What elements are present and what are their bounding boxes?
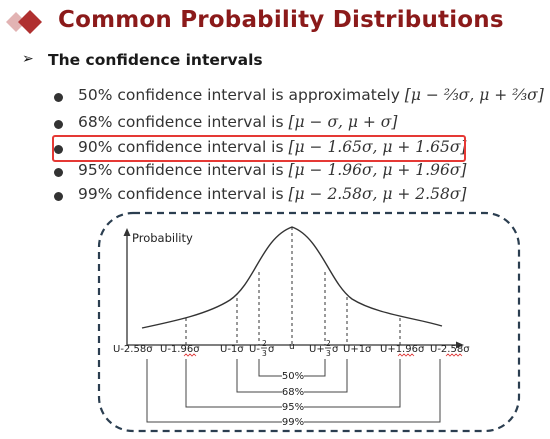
subheading-text: The confidence intervals [48,51,263,69]
bullet-text: 95% confidence interval is [78,161,289,179]
tick-label: u [289,342,295,352]
bullet-math: [μ − 1.96σ, μ + 1.96σ] [288,161,467,179]
tick-label: U- [249,344,260,355]
highlight-box [52,135,466,162]
bullet-text: 68% confidence interval is [78,113,289,131]
tick-label: U+ [309,344,325,355]
tick-label: U-1σ [220,344,244,355]
title-row: Common Probability Distributions [0,0,550,44]
bullet-dot-icon [54,168,63,177]
bracket-label-68: 68% [282,387,304,398]
tick-label: U+1σ [343,344,372,355]
fraction-num: 2 [326,339,331,348]
bracket-label-50: 50% [282,371,304,382]
bracket-95 [185,359,401,408]
page-title: Common Probability Distributions [58,7,504,33]
x-axis-arrow-icon [456,341,464,349]
bullet-math: [μ − 1.65σ, μ + 1.65σ] [288,138,467,156]
dashed-frame [97,211,521,433]
bullet-dot-icon [54,192,63,201]
y-axis-label: Probability [132,231,193,245]
tick-label: U+1.96σ [380,344,425,355]
bullet-math: [μ − ⅔σ, μ + ⅔σ] [404,86,544,104]
tick-label: σ [332,344,339,355]
bullet-text: 50% confidence interval is approximately [78,86,405,104]
fraction-den: 3 [326,349,331,358]
bullet-text: 99% confidence interval is [78,185,289,203]
bullet-math: [μ − 2.58σ, μ + 2.58σ] [288,185,467,203]
bracket-label-99: 99% [282,417,304,428]
bullet-dot-icon [54,145,63,154]
fraction-num: 2 [262,339,267,348]
y-axis-arrow-icon [123,228,131,236]
bracket-label-95: 95% [282,402,304,413]
spellcheck-squiggle [183,353,197,357]
spellcheck-squiggle [445,353,463,357]
bullet-text: 90% confidence interval is [78,138,289,156]
spellcheck-squiggle [397,353,415,357]
bullet-dot-icon [54,120,63,129]
bullet-math: [μ − σ, μ + σ] [288,113,398,131]
tick-label: U-2.58σ [113,344,153,355]
tick-label: U-1.96σ [160,344,200,355]
diamond-logo-icon [6,10,42,34]
tick-label: U-2.58σ [430,344,470,355]
bullet-dot-icon [54,93,63,102]
arrow-bullet-icon: ➢ [22,51,34,67]
tick-label: σ [268,344,275,355]
fraction-den: 3 [262,349,267,358]
